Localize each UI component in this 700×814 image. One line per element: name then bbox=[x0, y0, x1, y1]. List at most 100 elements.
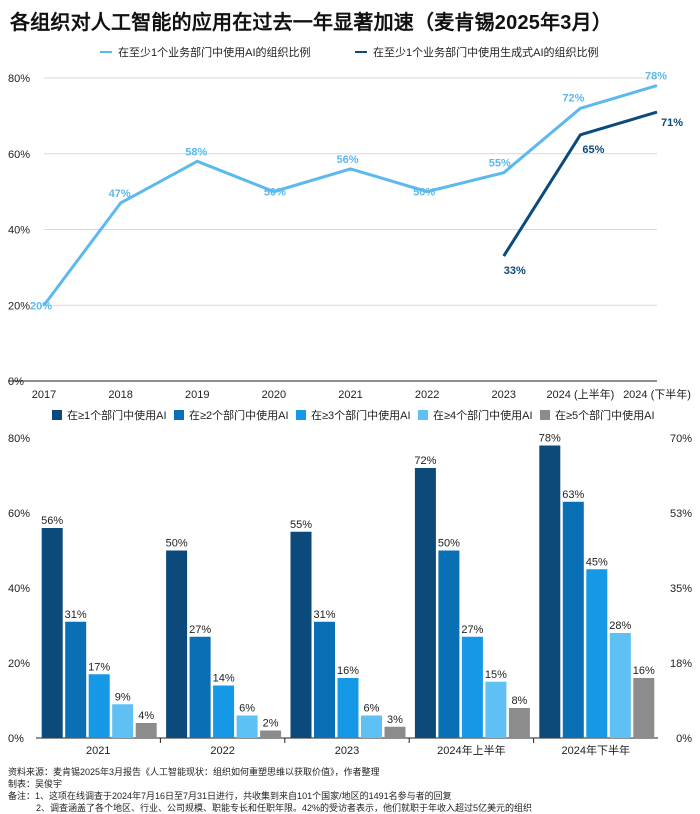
y-right-tick-label: 53% bbox=[670, 508, 692, 520]
bar-label: 55% bbox=[290, 519, 312, 531]
bar bbox=[461, 636, 483, 738]
bar bbox=[189, 636, 211, 738]
legend-label-bar-2: 在≥2个部门中使用AI bbox=[189, 408, 289, 422]
x-tick-label: 2024 (上半年) bbox=[546, 387, 614, 401]
y-right-tick-label: 35% bbox=[670, 583, 692, 595]
x-tick-label: 2019 bbox=[185, 389, 209, 401]
footer-note-1: 备注：1、这项在线调查于2024年7月16日至7月31日进行，共收集到来自101… bbox=[8, 791, 452, 801]
bar-label: 16% bbox=[633, 665, 655, 677]
y-left-tick-label: 80% bbox=[8, 433, 30, 445]
x-tick-label: 2021 bbox=[338, 389, 362, 401]
y-left-tick-label: 0% bbox=[8, 733, 24, 745]
data-label: 50% bbox=[264, 187, 286, 199]
bar-label: 45% bbox=[586, 556, 608, 568]
bar-label: 6% bbox=[239, 703, 255, 715]
series-line-1 bbox=[42, 84, 658, 307]
x-tick-label: 2023 bbox=[335, 745, 359, 757]
bar-label: 63% bbox=[562, 489, 584, 501]
bar-label: 3% bbox=[387, 714, 403, 726]
bar bbox=[88, 674, 110, 738]
x-tick-label: 2024 (下半年) bbox=[623, 387, 691, 401]
bar bbox=[236, 715, 258, 738]
bar-label: 6% bbox=[364, 703, 380, 715]
legend-label-1: 在至少1个业务部门中使用AI的组织比例 bbox=[118, 45, 311, 59]
bar-label: 9% bbox=[115, 691, 131, 703]
y-right-tick-label: 18% bbox=[670, 658, 692, 670]
bar bbox=[337, 678, 359, 738]
bar bbox=[539, 445, 561, 738]
y-left-tick-label: 60% bbox=[8, 508, 30, 520]
data-label: 47% bbox=[109, 188, 131, 200]
data-label: 71% bbox=[661, 117, 683, 129]
bar-label: 50% bbox=[438, 538, 460, 550]
bar bbox=[562, 501, 584, 738]
footer-note-2: 2、调查涵盖了各个地区、行业、公司规模、职能专长和任职年限。42%的受访者表示，… bbox=[36, 803, 533, 813]
bar bbox=[65, 621, 87, 738]
bar-label: 14% bbox=[213, 673, 235, 685]
footer-author: 制表：吴俊宇 bbox=[8, 779, 63, 789]
legend-swatch-bar-3 bbox=[296, 410, 306, 420]
y-tick-label: 40% bbox=[8, 225, 30, 237]
y-left-tick-label: 20% bbox=[8, 658, 30, 670]
data-label: 33% bbox=[504, 265, 526, 277]
bar bbox=[485, 681, 507, 738]
bar-label: 4% bbox=[138, 710, 154, 722]
y-right-tick-label: 0% bbox=[676, 733, 692, 745]
bar-label: 31% bbox=[313, 609, 335, 621]
y-right-tick-label: 70% bbox=[670, 433, 692, 445]
legend-swatch-bar-4 bbox=[418, 410, 428, 420]
y-left-tick-label: 40% bbox=[8, 583, 30, 595]
data-label: 58% bbox=[185, 146, 207, 158]
bar-label: 8% bbox=[511, 695, 527, 707]
x-tick-label: 2022 bbox=[415, 389, 439, 401]
y-tick-label: 60% bbox=[8, 149, 30, 161]
bar bbox=[384, 726, 406, 738]
y-tick-label: 80% bbox=[8, 73, 30, 85]
bar-chart: 在≥1个部门中使用AI 在≥2个部门中使用AI 在≥3个部门中使用AI 在≥4个部门中… bbox=[8, 408, 692, 757]
legend-swatch-bar-5 bbox=[540, 410, 550, 420]
bar-label: 78% bbox=[539, 433, 561, 445]
data-label: 56% bbox=[337, 154, 359, 166]
bar-label: 17% bbox=[88, 661, 110, 673]
bar bbox=[135, 723, 157, 738]
page-title: 各组织对人工智能的应用在过去一年显著加速（麦肯锡2025年3月） bbox=[10, 12, 613, 34]
x-tick-label: 2018 bbox=[108, 389, 132, 401]
series-line-2 bbox=[502, 110, 658, 257]
line-chart: 在至少1个业务部门中使用AI的组织比例 在至少1个业务部门中使用生成式AI的组织比… bbox=[8, 45, 691, 401]
y-tick-label: 20% bbox=[8, 300, 30, 312]
bar-label: 27% bbox=[189, 624, 211, 636]
bar bbox=[314, 621, 335, 738]
legend-swatch-bar-1 bbox=[52, 410, 62, 420]
bar-label: 56% bbox=[41, 515, 63, 527]
bar bbox=[438, 550, 460, 738]
bar bbox=[290, 531, 312, 738]
bar-label: 31% bbox=[65, 609, 87, 621]
bar-label: 50% bbox=[166, 538, 188, 550]
bar bbox=[586, 569, 608, 738]
bar bbox=[41, 528, 63, 738]
data-label: 20% bbox=[30, 300, 52, 312]
data-label: 72% bbox=[562, 92, 584, 104]
bar bbox=[260, 730, 282, 738]
x-tick-label: 2022 bbox=[210, 745, 234, 757]
bar bbox=[361, 715, 382, 738]
bar bbox=[166, 550, 188, 738]
bar-label: 16% bbox=[337, 665, 359, 677]
bar bbox=[414, 468, 436, 738]
data-label: 55% bbox=[489, 158, 511, 170]
data-label: 78% bbox=[645, 71, 667, 83]
bar-label: 15% bbox=[485, 669, 507, 681]
data-label: 50% bbox=[413, 187, 435, 199]
bar bbox=[609, 633, 631, 738]
legend-swatch-bar-2 bbox=[174, 410, 184, 420]
x-tick-label: 2024年下半年 bbox=[562, 743, 630, 757]
x-tick-label: 2020 bbox=[262, 389, 286, 401]
legend-label-bar-5: 在≥5个部门中使用AI bbox=[555, 408, 655, 422]
x-tick-label: 2024年上半年 bbox=[437, 743, 505, 757]
bar-label: 27% bbox=[461, 624, 483, 636]
legend-label-bar-4: 在≥4个部门中使用AI bbox=[433, 408, 533, 422]
bar-label: 2% bbox=[263, 718, 279, 730]
legend-label-2: 在至少1个业务部门中使用生成式AI的组织比例 bbox=[373, 45, 599, 59]
bar bbox=[633, 678, 655, 738]
bar-label: 28% bbox=[609, 620, 631, 632]
